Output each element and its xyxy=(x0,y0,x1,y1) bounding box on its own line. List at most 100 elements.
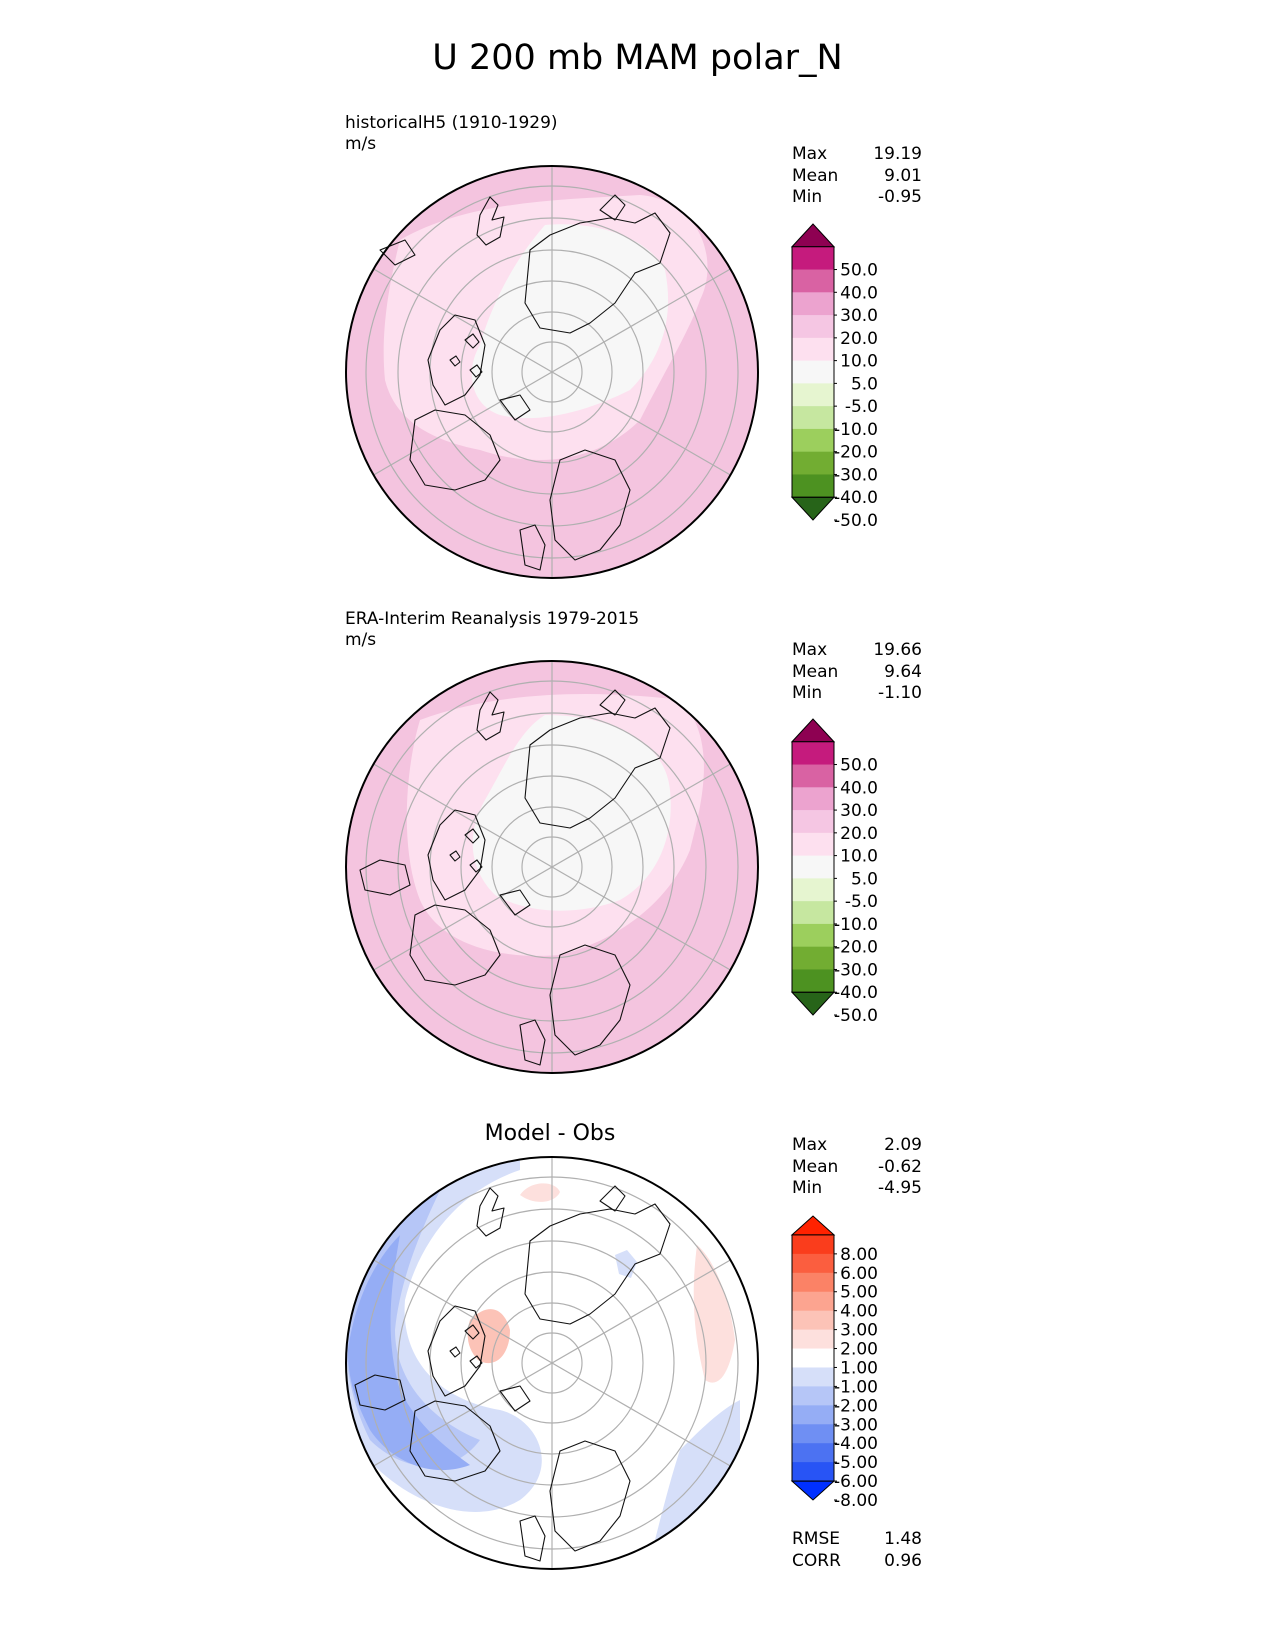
colorbar-outline xyxy=(791,246,835,498)
colorbar-tick-label: 30.0 xyxy=(840,306,878,326)
stat-value: -4.95 xyxy=(878,1178,922,1198)
colorbar-segment xyxy=(792,1272,834,1293)
colorbar-segment xyxy=(792,764,834,788)
colorbar-segment xyxy=(792,923,834,948)
colorbar-segment xyxy=(792,855,834,879)
colorbar-segment xyxy=(792,969,834,993)
colorbar-tick-label: 1.00 xyxy=(840,1358,878,1378)
colorbar-tick-label: -6.00 xyxy=(834,1472,878,1492)
colorbar-tick-label: 5.0 xyxy=(851,374,878,394)
colorbar-tick-label: 10.0 xyxy=(840,352,878,372)
colorbar-segment xyxy=(792,1405,834,1425)
stat-label: Max xyxy=(792,640,828,660)
stat-label: Min xyxy=(792,1178,823,1198)
stat-value: -0.95 xyxy=(878,187,922,207)
colorbar-tick-label: 10.0 xyxy=(840,847,878,867)
colorbar-segment xyxy=(792,292,834,316)
colorbar-segment xyxy=(792,1424,834,1444)
stat-label: Mean xyxy=(792,1156,839,1177)
colorbar-tick-label: 5.00 xyxy=(840,1283,878,1303)
panel-1-name: historicalH5 (1910-1929) xyxy=(345,113,558,133)
colorbar-segment xyxy=(792,1310,834,1331)
panel-2-stats: Max 19.66 Mean 9.64 Min -1.10 xyxy=(792,640,922,705)
map-frame-1 xyxy=(345,165,759,579)
coastlines-1 xyxy=(379,194,671,571)
metric-label: RMSE xyxy=(792,1529,841,1549)
colorbar-segment xyxy=(792,428,834,453)
colorbar-segment xyxy=(792,1386,834,1406)
map-frame-2 xyxy=(345,660,759,1074)
colorbar-tick-label: 6.00 xyxy=(840,1264,878,1284)
colorbar-tick-label: -5.0 xyxy=(845,892,878,912)
stat-value: -0.62 xyxy=(878,1156,922,1177)
stat-label: Min xyxy=(792,187,823,207)
panel-1-title: historicalH5 (1910-1929) m/s xyxy=(345,113,558,155)
metric-value: 0.96 xyxy=(884,1550,922,1571)
colorbar-tick-label: -50.0 xyxy=(834,511,878,531)
colorbar-1: 50.040.0 30.0 20.0 10.05.0 -5.0 -10.0 -20.0-30… xyxy=(790,223,878,531)
diff-panel-title: Model - Obs xyxy=(484,1121,616,1146)
colorbar-segment xyxy=(792,787,834,811)
colorbar-2: 50.040.0 30.0 20.0 10.05.0 -5.0 -10.0 -20.0-30… xyxy=(790,718,878,1026)
colorbar-segment xyxy=(792,451,834,475)
colorbar-tick-label: 20.0 xyxy=(840,824,878,844)
colorbar-extend-min xyxy=(790,1480,836,1501)
map-panel-2 xyxy=(346,661,758,1073)
panel-1-stats: Max 19.19 Mean 9.01 Min -0.95 xyxy=(792,144,922,209)
colorbar-segment xyxy=(792,1367,834,1387)
colorbar-tick-label: 5.0 xyxy=(851,869,878,889)
colorbar-tick-label: 30.0 xyxy=(840,801,878,821)
colorbar-tick-label: -10.0 xyxy=(834,420,878,440)
colorbar-segment xyxy=(792,337,834,362)
colorbar-tick-label: 40.0 xyxy=(840,778,878,798)
colorbar-extend-max xyxy=(790,1215,836,1236)
stat-value: 9.01 xyxy=(884,165,922,186)
colorbar-segment xyxy=(792,901,834,925)
colorbar-tick-label: -3.00 xyxy=(834,1415,878,1435)
colorbar-tick-label: -10.0 xyxy=(834,915,878,935)
metric-value: 1.48 xyxy=(884,1529,922,1549)
colorbar-segment xyxy=(792,474,834,498)
panel-2-name: ERA-Interim Reanalysis 1979-2015 xyxy=(345,609,640,629)
colorbar-tick-label: 50.0 xyxy=(840,261,878,281)
colorbar-tick-label: -2.00 xyxy=(834,1396,878,1416)
colorbar-tick-label: -4.00 xyxy=(834,1434,878,1454)
colorbar-segment xyxy=(792,269,834,293)
colorbar-segment xyxy=(792,1234,834,1255)
map-frame-3 xyxy=(345,1156,759,1570)
colorbar-outline xyxy=(791,1234,835,1482)
stat-value: 19.66 xyxy=(873,640,922,660)
figure-title: U 200 mb MAM polar_N xyxy=(432,38,843,78)
colorbar-segment xyxy=(792,1291,834,1312)
stat-label: Max xyxy=(792,144,828,164)
stat-label: Mean xyxy=(792,661,839,682)
panel-1-units: m/s xyxy=(345,134,377,154)
colorbar-segment xyxy=(792,383,834,407)
colorbar-tick-label: -8.00 xyxy=(834,1491,878,1511)
colorbar-tick-label: 50.0 xyxy=(840,756,878,776)
panel-2-units: m/s xyxy=(345,630,377,650)
stat-value: 19.19 xyxy=(873,144,922,164)
colorbar-tick-label: -50.0 xyxy=(834,1006,878,1026)
colorbar-extend-min xyxy=(790,496,836,521)
stat-label: Min xyxy=(792,683,823,703)
colorbar-segment xyxy=(792,1443,834,1463)
colorbar-3: 8.006.005.004.003.002.001.00-1.00-2.00-3… xyxy=(790,1215,878,1511)
colorbar-extend-max xyxy=(790,718,836,743)
colorbar-segment xyxy=(792,246,834,271)
colorbar-tick-label: 20.0 xyxy=(840,329,878,349)
colorbar-tick-label: -30.0 xyxy=(834,960,878,980)
colorbar-segment xyxy=(792,832,834,857)
colorbar-tick-label: -30.0 xyxy=(834,465,878,485)
panel-3-stats: Max 2.09 Mean -0.62 Min -4.95 xyxy=(792,1135,922,1200)
colorbar-tick-label: -5.0 xyxy=(845,397,878,417)
colorbar-tick-label: -20.0 xyxy=(834,938,878,958)
colorbar-tick-label: -1.00 xyxy=(834,1377,878,1397)
colorbar-segment xyxy=(792,360,834,384)
colorbar-segment xyxy=(792,741,834,766)
map-grid-3 xyxy=(365,1157,739,1569)
colorbar-segment xyxy=(792,878,834,902)
colorbar-tick-label: 2.00 xyxy=(840,1340,878,1360)
stat-value: 2.09 xyxy=(884,1135,922,1155)
